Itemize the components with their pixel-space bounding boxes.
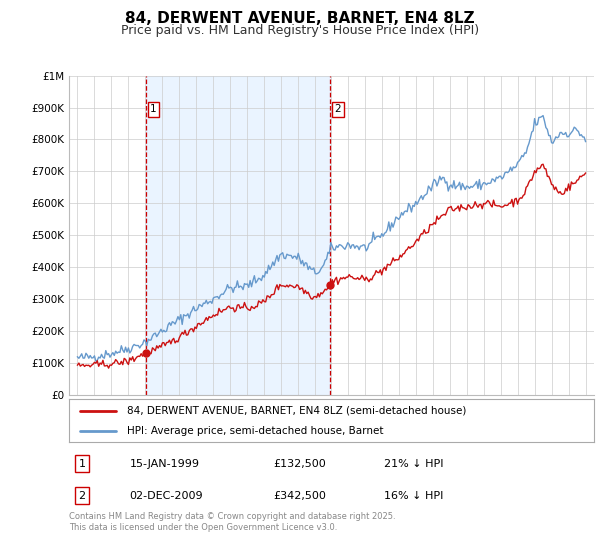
- Text: 15-JAN-1999: 15-JAN-1999: [130, 459, 199, 469]
- Text: 1: 1: [79, 459, 86, 469]
- Bar: [146, 76, 330, 395]
- Text: 1: 1: [150, 104, 157, 114]
- Text: Contains HM Land Registry data © Crown copyright and database right 2025.
This d: Contains HM Land Registry data © Crown c…: [69, 512, 395, 532]
- Text: 84, DERWENT AVENUE, BARNET, EN4 8LZ (semi-detached house): 84, DERWENT AVENUE, BARNET, EN4 8LZ (sem…: [127, 405, 466, 416]
- Text: £342,500: £342,500: [274, 491, 326, 501]
- Text: 84, DERWENT AVENUE, BARNET, EN4 8LZ: 84, DERWENT AVENUE, BARNET, EN4 8LZ: [125, 11, 475, 26]
- Text: Price paid vs. HM Land Registry's House Price Index (HPI): Price paid vs. HM Land Registry's House …: [121, 24, 479, 37]
- Text: HPI: Average price, semi-detached house, Barnet: HPI: Average price, semi-detached house,…: [127, 426, 383, 436]
- Text: 16% ↓ HPI: 16% ↓ HPI: [384, 491, 443, 501]
- Text: 2: 2: [79, 491, 86, 501]
- Text: 21% ↓ HPI: 21% ↓ HPI: [384, 459, 443, 469]
- Text: 02-DEC-2009: 02-DEC-2009: [130, 491, 203, 501]
- Text: 2: 2: [334, 104, 341, 114]
- Text: £132,500: £132,500: [274, 459, 326, 469]
